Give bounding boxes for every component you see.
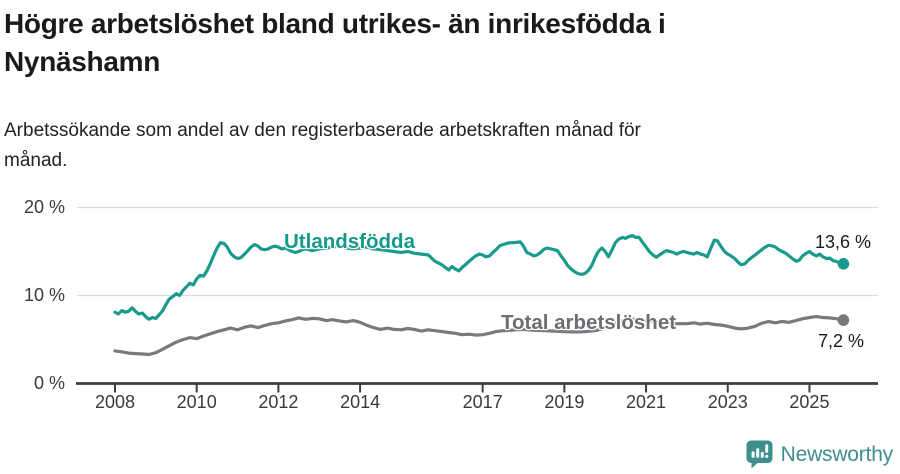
x-tick-label: 2008	[94, 392, 136, 412]
x-tick-label: 2017	[462, 392, 503, 412]
x-tick-label: 2010	[176, 392, 217, 412]
x-tick-label: 2014	[340, 392, 381, 412]
newsworthy-logo-icon	[746, 440, 773, 469]
gridlines	[77, 206, 878, 297]
end-value-label-utlandsfodda: 13,6 %	[815, 232, 872, 252]
x-tick-label: 2025	[789, 392, 830, 412]
newsworthy-logo-text: Newsworthy	[780, 442, 894, 466]
series-lines	[113, 234, 850, 357]
y-tick-label: 0 %	[33, 372, 65, 393]
series-label-utlandsfodda: Utlandsfödda	[284, 230, 415, 253]
series-end-dot-utlandsfodda	[837, 258, 850, 270]
x-tick-label: 2021	[626, 392, 667, 412]
newsworthy-logo: Newsworthy	[746, 440, 893, 469]
series-end-dot-total	[837, 314, 850, 326]
page-subtitle-line1: Arbetssökande som andel av den registerb…	[4, 120, 641, 141]
x-tick-label: 2019	[544, 392, 585, 412]
page-title: Högre arbetslöshet bland utrikes- än inr…	[4, 5, 874, 81]
x-tick-label: 2012	[258, 392, 299, 412]
series-label-total-arbetsloshet: Total arbetslöshet	[501, 311, 677, 334]
series-line-utlandsfodda	[113, 234, 846, 321]
series-line-total	[113, 315, 846, 357]
x-tick-label: 2023	[707, 392, 748, 412]
page-title-line2: Nynäshamn	[4, 46, 161, 77]
end-value-label-total: 7,2 %	[818, 331, 865, 351]
y-tick-label: 10 %	[23, 284, 65, 305]
y-tick-label: 20 %	[23, 196, 65, 217]
page-subtitle: Arbetssökande som andel av den registerb…	[4, 116, 864, 176]
page-title-line1: Högre arbetslöshet bland utrikes- än inr…	[4, 8, 666, 39]
page-subtitle-line2: månad.	[4, 150, 68, 171]
